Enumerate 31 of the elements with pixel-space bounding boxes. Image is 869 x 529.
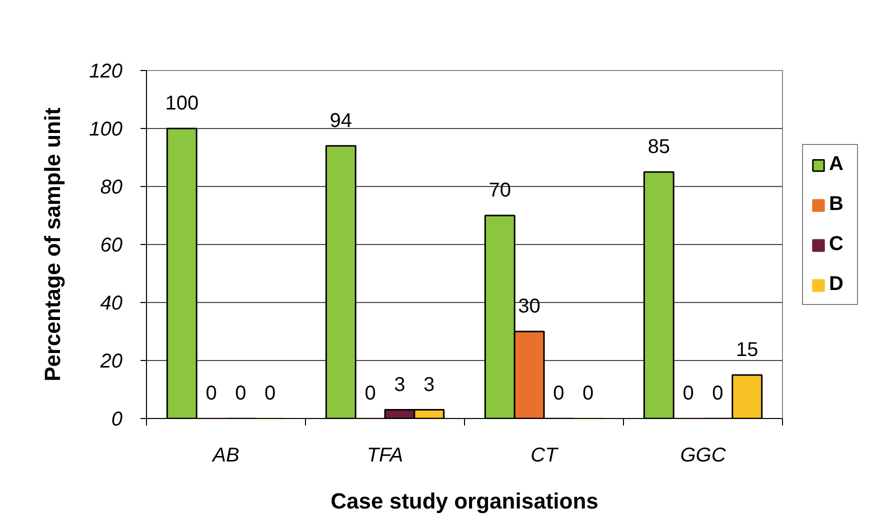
legend-label: B	[829, 193, 844, 216]
data-label: 0	[206, 382, 217, 404]
y-tick-label: 120	[89, 60, 123, 82]
x-tick-label: CT	[530, 444, 560, 466]
data-label: 94	[330, 110, 352, 132]
y-tick-label: 60	[100, 234, 123, 256]
y-tick-label: 80	[100, 176, 123, 198]
x-tick-label: TFA	[366, 444, 404, 466]
legend-label: C	[829, 233, 844, 256]
x-tick-label: AB	[212, 444, 240, 466]
legend-label: A	[829, 153, 844, 176]
data-label: 0	[235, 382, 246, 404]
data-label: 0	[582, 382, 594, 404]
y-tick-label: 20	[99, 350, 123, 372]
data-label: 0	[682, 382, 694, 404]
y-axis-title: Percentage of sample unit	[40, 106, 66, 382]
data-label: 3	[394, 374, 406, 396]
x-axis-title: Case study organisations	[330, 488, 598, 514]
data-label: 0	[264, 382, 276, 404]
data-label: 0	[712, 382, 724, 404]
y-tick-label: 0	[111, 408, 122, 430]
data-label: 0	[553, 382, 564, 404]
y-tick-label: 100	[89, 118, 123, 140]
y-tick-label: 40	[100, 292, 123, 314]
data-label: 3	[424, 374, 435, 396]
legend-label: D	[829, 273, 844, 296]
data-label: 85	[648, 136, 670, 158]
x-tick-label: GGC	[680, 444, 726, 466]
data-label: 15	[736, 339, 758, 361]
data-label: 100	[165, 92, 199, 114]
data-label: 0	[364, 382, 376, 404]
